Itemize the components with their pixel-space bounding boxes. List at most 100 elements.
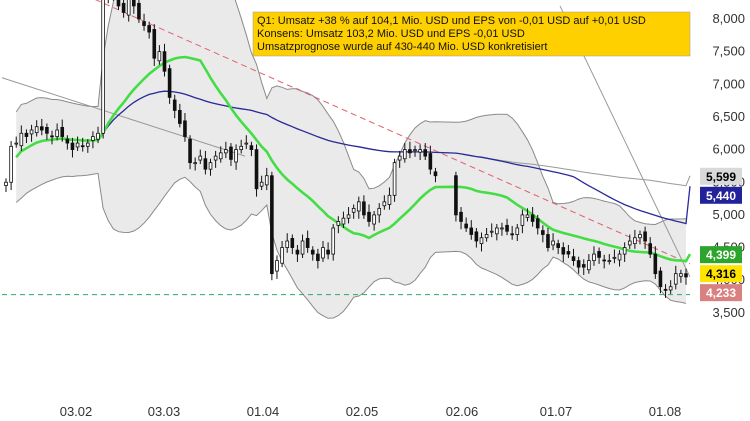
candle-body xyxy=(213,155,218,161)
candle-body xyxy=(14,142,19,145)
x-tick-label: 02.05 xyxy=(346,404,379,419)
candle-body xyxy=(172,99,177,111)
x-tick-label: 03.03 xyxy=(148,404,181,419)
value-tag-bg xyxy=(700,186,742,204)
candle-body xyxy=(638,234,642,239)
candle-body xyxy=(321,247,325,259)
candle-body xyxy=(679,273,683,277)
candle-body xyxy=(551,240,555,246)
candle-body xyxy=(423,149,428,157)
candle-body xyxy=(663,288,668,291)
candle-body xyxy=(612,256,617,259)
candle-body xyxy=(188,138,192,164)
candle-body xyxy=(326,249,330,255)
y-tick-label: 7,000 xyxy=(712,76,745,91)
candle-body xyxy=(653,253,658,275)
candle-body xyxy=(673,273,678,285)
candle-body xyxy=(541,230,545,235)
y-tick-label: 6,500 xyxy=(712,109,745,124)
candle-body xyxy=(19,132,24,147)
candle-body xyxy=(546,234,550,248)
candle-body xyxy=(300,240,305,255)
candle-body xyxy=(684,273,688,278)
candle-body xyxy=(535,218,540,229)
candle-body xyxy=(121,2,126,13)
bollinger-upper-line xyxy=(15,0,687,226)
candle-body xyxy=(305,238,310,248)
candle-body xyxy=(433,171,438,177)
candle-body xyxy=(479,237,484,245)
candle-body xyxy=(60,126,65,137)
sma-short-line xyxy=(15,55,692,263)
value-tag-label: 5,440 xyxy=(706,189,736,203)
value-tag-bg xyxy=(700,265,742,283)
candlesticks xyxy=(4,0,688,298)
candle-body xyxy=(75,142,80,148)
candle-body xyxy=(167,68,172,98)
candle-body xyxy=(561,247,566,255)
candle-body xyxy=(607,260,612,263)
candle-body xyxy=(285,240,290,248)
candle-body xyxy=(341,217,346,225)
candle-body xyxy=(377,207,382,216)
candle-body xyxy=(157,51,162,62)
candle-body xyxy=(65,138,70,144)
x-axis: 03.02 03.03 01.04 02.05 02.06 01.07 01.08 xyxy=(60,404,682,419)
candle-body xyxy=(668,286,673,291)
value-tag-label: 4,399 xyxy=(706,248,736,262)
candle-body xyxy=(459,211,463,222)
candle-body xyxy=(224,149,228,154)
candle-body xyxy=(346,214,351,219)
candle-body xyxy=(208,162,213,170)
annotation-box: Q1: Umsatz +38 % auf 104,1 Mio. USD und … xyxy=(252,11,691,57)
value-tag-label: 4,316 xyxy=(706,267,736,281)
value-tags: 5,599 5,440 4,399 4,316 4,233 xyxy=(700,167,742,302)
candle-body xyxy=(4,181,8,186)
candle-body xyxy=(495,227,499,235)
candle-body xyxy=(566,251,571,255)
candle-body xyxy=(658,270,663,288)
candle-body xyxy=(592,253,596,262)
candle-body xyxy=(178,110,182,124)
candle-body xyxy=(9,145,13,183)
candle-body xyxy=(627,240,632,246)
sma-long-line xyxy=(15,90,691,225)
y-tick-label: 6,000 xyxy=(712,142,745,157)
candle-body xyxy=(500,227,504,230)
candle-body xyxy=(239,145,243,151)
candle-body xyxy=(50,135,54,138)
candle-body xyxy=(505,224,509,232)
bollinger-band-fill xyxy=(16,0,686,319)
candle-body xyxy=(147,25,151,33)
candle-body xyxy=(622,247,627,255)
annotation-background xyxy=(252,11,691,57)
candle-body xyxy=(316,253,320,262)
candle-body xyxy=(198,155,203,161)
candle-body xyxy=(571,256,576,262)
candle-body xyxy=(142,21,146,26)
candle-body xyxy=(474,231,479,242)
candle-body xyxy=(351,207,356,213)
candle-body xyxy=(356,201,361,212)
candle-body xyxy=(530,214,535,222)
candle-body xyxy=(633,237,637,245)
gray-guide-line-1 xyxy=(1,77,246,157)
candle-body xyxy=(469,227,474,235)
annotation-line-3: Umsatzprognose wurde auf 430-440 Mio. US… xyxy=(257,41,547,53)
value-tag-bg xyxy=(700,284,742,302)
candle-body xyxy=(24,132,29,137)
trendline xyxy=(95,0,691,265)
candle-body xyxy=(484,234,489,239)
x-tick-label: 02.06 xyxy=(446,404,479,419)
candle-body xyxy=(91,136,95,141)
y-tick-label: 8,000 xyxy=(712,11,745,26)
candle-body xyxy=(259,181,264,187)
y-tick-label: 5,000 xyxy=(712,207,745,222)
candle-body xyxy=(101,0,105,134)
candle-body xyxy=(137,2,141,20)
x-tick-label: 01.07 xyxy=(540,404,573,419)
candle-body xyxy=(520,214,525,226)
candle-body xyxy=(587,260,591,271)
candle-body xyxy=(510,233,514,236)
